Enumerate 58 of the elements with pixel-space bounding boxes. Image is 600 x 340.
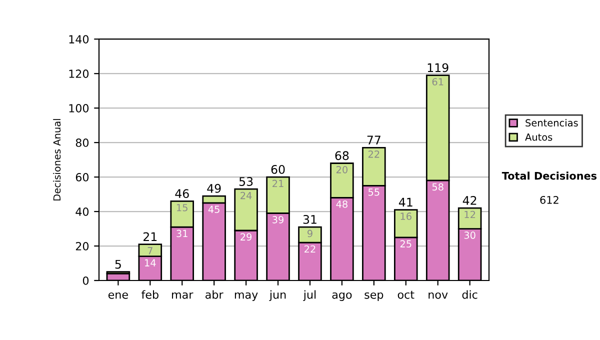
data-label: 30 <box>464 232 476 239</box>
data-label: 22 <box>304 245 316 253</box>
data-label: 9 <box>308 230 312 238</box>
data-label: 14 <box>145 259 156 266</box>
total-label: 31 <box>303 214 316 224</box>
x-tick-label: jul <box>303 290 316 301</box>
data-label: 48 <box>336 200 348 208</box>
x-tick-label: abr <box>206 290 224 299</box>
x-tick-label: oct <box>398 290 414 299</box>
y-tick-label: 20 <box>76 242 89 250</box>
data-label: 7 <box>148 247 152 254</box>
total-label: 41 <box>398 198 412 206</box>
x-tick-label: ene <box>108 292 128 299</box>
total-label: 42 <box>462 196 476 205</box>
data-label: 20 <box>336 166 348 174</box>
data-label: 12 <box>464 210 476 218</box>
x-tick-label: ago <box>332 292 352 301</box>
data-label: 21 <box>272 180 284 188</box>
data-label: 55 <box>368 188 380 196</box>
y-tick-label: 100 <box>69 104 89 112</box>
total-label: 49 <box>207 184 221 193</box>
x-tick-label: nov <box>428 292 448 299</box>
total-label: 46 <box>175 189 189 198</box>
data-label: 15 <box>176 204 188 212</box>
x-tick-label: may <box>234 292 258 301</box>
total-label: 119 <box>428 63 448 72</box>
data-label: 31 <box>176 230 188 238</box>
x-tick-label: jun <box>269 290 286 301</box>
x-tick-label: feb <box>142 290 158 299</box>
total-label: 53 <box>239 177 253 186</box>
y-axis-title: Decisiones Anual <box>53 119 61 200</box>
data-label: 24 <box>240 192 252 200</box>
total-label: 77 <box>367 136 380 144</box>
data-label: 58 <box>432 183 444 191</box>
x-tick-label: dic <box>462 290 478 299</box>
y-tick-label: 140 <box>69 35 89 44</box>
data-label: 22 <box>368 150 380 158</box>
text: Total Decisiones <box>502 172 597 180</box>
data-label: 16 <box>400 212 412 220</box>
total-label: 5 <box>115 260 121 269</box>
total-label: 68 <box>335 151 349 160</box>
y-tick-label: 80 <box>76 138 89 147</box>
y-tick-label: 120 <box>69 70 89 78</box>
y-tick-label: 0 <box>82 276 89 285</box>
total-label: 21 <box>144 232 157 241</box>
y-tick-label: 40 <box>76 208 89 216</box>
data-label: 25 <box>400 240 412 248</box>
data-label: 29 <box>240 233 252 241</box>
total-label: 60 <box>271 164 285 174</box>
x-tick-label: sep <box>364 292 384 301</box>
y-tick-label: 60 <box>76 173 89 182</box>
x-tick-label: mar <box>172 292 194 299</box>
legend-label: Sentencias <box>526 118 578 127</box>
data-label: 45 <box>208 206 220 214</box>
legend-label: Autos <box>525 134 552 141</box>
data-label: 61 <box>432 78 444 86</box>
text: 612 <box>540 196 558 204</box>
data-label: 39 <box>272 216 284 224</box>
